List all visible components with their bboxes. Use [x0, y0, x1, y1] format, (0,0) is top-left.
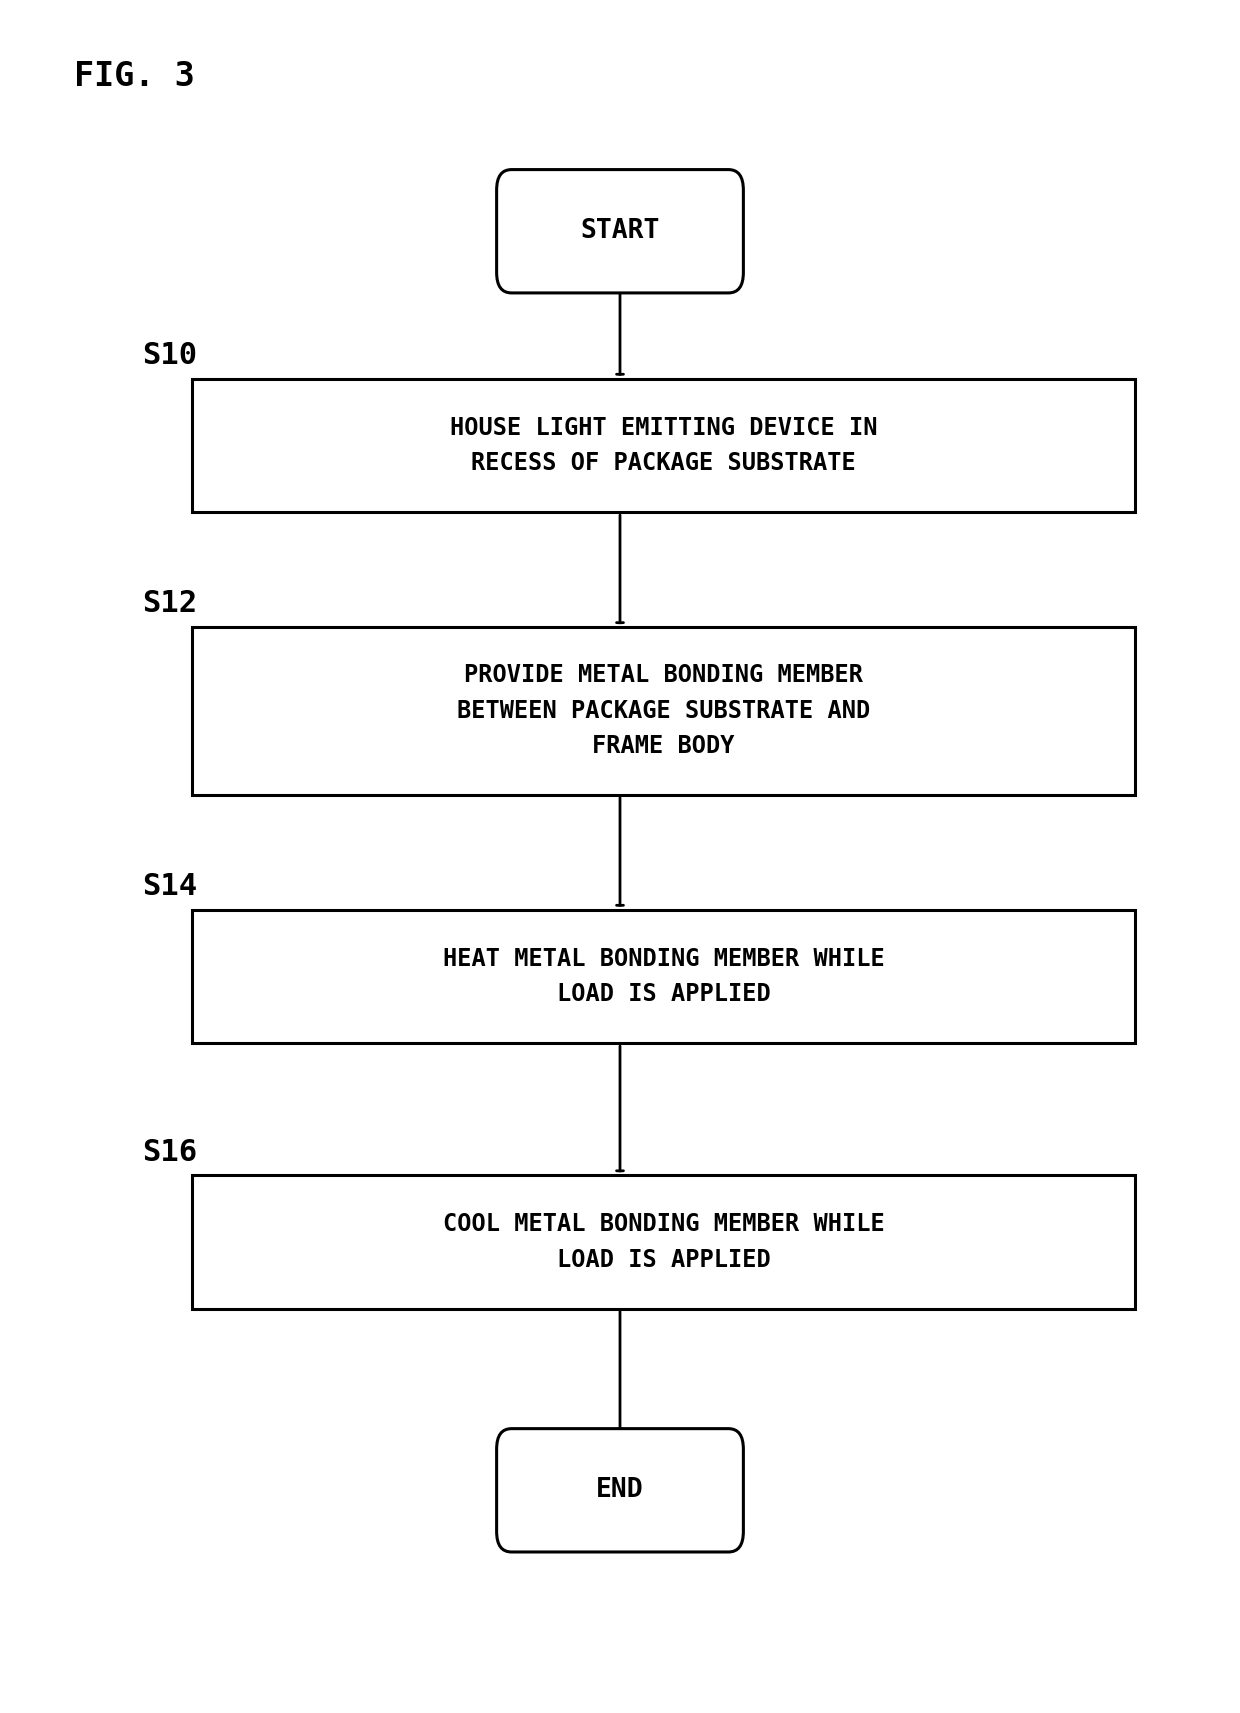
Text: S16: S16 [143, 1137, 197, 1167]
FancyBboxPatch shape [496, 1429, 743, 1552]
Text: S12: S12 [143, 589, 197, 618]
Bar [192, 910, 1135, 1043]
Text: END: END [596, 1477, 644, 1504]
Text: COOL METAL BONDING MEMBER WHILE
LOAD IS APPLIED: COOL METAL BONDING MEMBER WHILE LOAD IS … [443, 1213, 884, 1271]
Text: FIG. 3: FIG. 3 [74, 60, 195, 93]
Bar [192, 627, 1135, 795]
Text: HOUSE LIGHT EMITTING DEVICE IN
RECESS OF PACKAGE SUBSTRATE: HOUSE LIGHT EMITTING DEVICE IN RECESS OF… [450, 416, 877, 475]
FancyBboxPatch shape [496, 170, 743, 293]
Text: HEAT METAL BONDING MEMBER WHILE
LOAD IS APPLIED: HEAT METAL BONDING MEMBER WHILE LOAD IS … [443, 947, 884, 1006]
Text: START: START [580, 218, 660, 245]
Bar [192, 1175, 1135, 1309]
Bar [192, 379, 1135, 512]
Text: S10: S10 [143, 341, 197, 370]
Text: S14: S14 [143, 872, 197, 901]
Text: PROVIDE METAL BONDING MEMBER
BETWEEN PACKAGE SUBSTRATE AND
FRAME BODY: PROVIDE METAL BONDING MEMBER BETWEEN PAC… [456, 663, 870, 759]
